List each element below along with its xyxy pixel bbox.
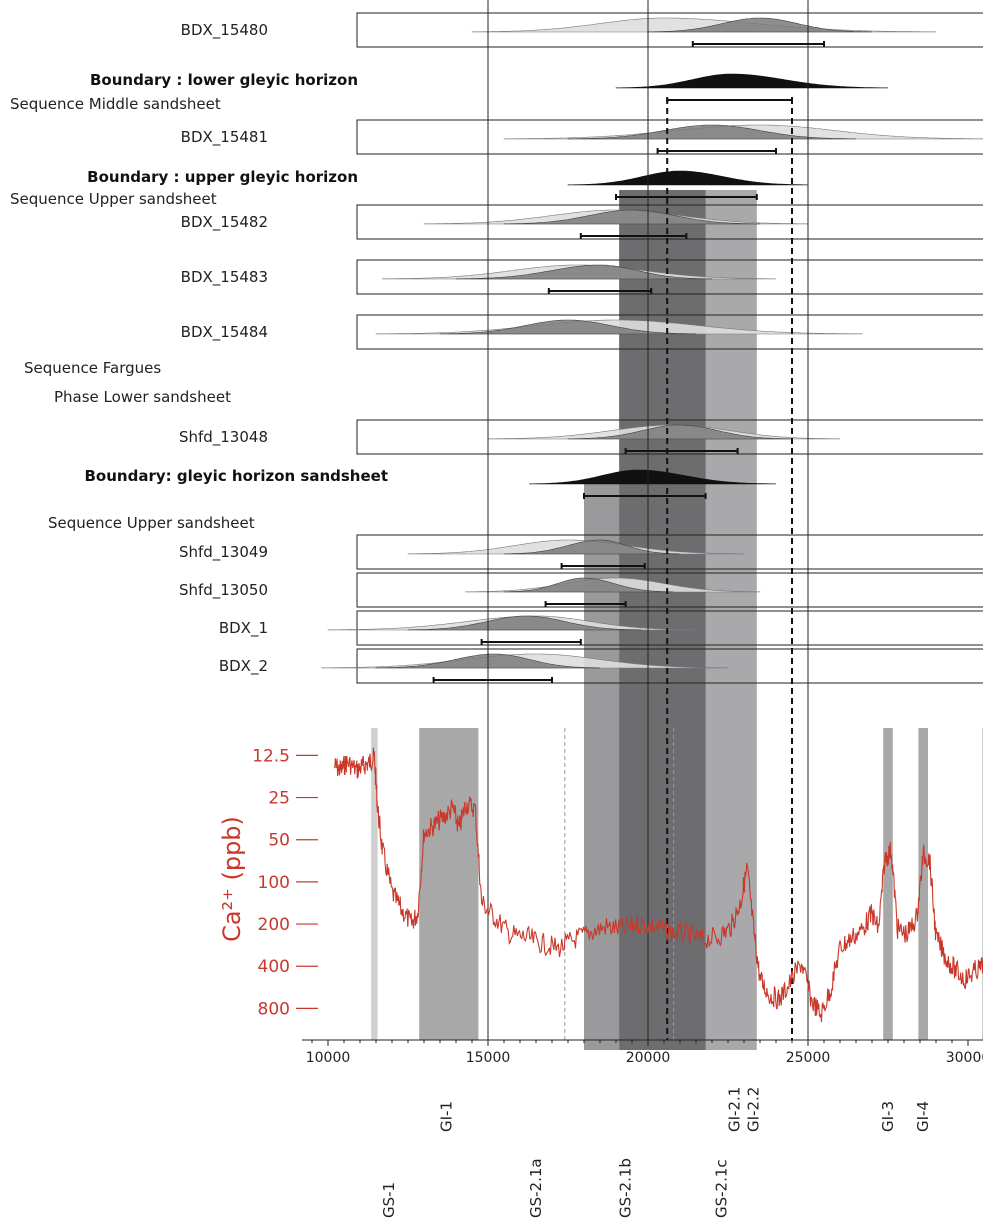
y-tick-label: 400 [258, 957, 290, 977]
date-label: BDX_15483 [181, 268, 268, 287]
row-boundary: Boundary : lower gleyic horizon [90, 71, 889, 103]
climate-event-labels: GS-1 GI-1 GS-2.1a GS-2.1b GS-2.1c GI-2.1 GI-2.… [380, 1087, 983, 1218]
row-sequence: Sequence Upper sandsheet [48, 514, 255, 532]
boundary-distribution [529, 469, 777, 485]
x-tick-label: 10000 [306, 1050, 351, 1066]
event-label: GS-2.1b [617, 1158, 635, 1218]
date-label: BDX_1 [219, 619, 268, 638]
date-label: BDX_15482 [181, 213, 268, 232]
calcium-record-plot: 12.5 25 50 100 200 400 800 Ca²⁺ (ppb) 10000 15000… [218, 728, 983, 1066]
row-date: BDX_15482 [181, 204, 983, 240]
sequence-label: Sequence Middle sandsheet [10, 95, 221, 113]
row-boundary: Boundary : upper gleyic horizon [87, 168, 809, 200]
row-date: BDX_1 [219, 610, 983, 646]
event-label: GS-1 [380, 1182, 398, 1218]
date-label: BDX_15481 [181, 128, 268, 147]
event-band [419, 728, 479, 1040]
age-model-shaded-bands [584, 190, 757, 1050]
event-band [883, 728, 893, 1040]
row-date: Shfd_13049 [179, 534, 983, 570]
boundary-label: Boundary : upper gleyic horizon [87, 168, 358, 186]
row-date: BDX_15483 [181, 259, 983, 295]
posterior-distribution [567, 124, 857, 140]
posterior-distribution [503, 539, 681, 555]
date-box [356, 314, 983, 350]
event-band [918, 728, 928, 1040]
y-tick-label: 25 [268, 789, 290, 809]
boundary-distribution [615, 73, 889, 89]
boundary-label: Boundary: gleyic horizon sandsheet [85, 467, 389, 485]
boundary-distribution [567, 170, 809, 186]
x-tick-label: 25000 [786, 1050, 831, 1066]
event-label: GI-4 [914, 1101, 932, 1132]
date-box [356, 610, 983, 646]
date-box [356, 119, 983, 155]
date-box [356, 204, 983, 240]
row-boundary: Boundary: gleyic horizon sandsheet [85, 467, 777, 499]
x-tick-label: 20000 [626, 1050, 671, 1066]
date-label: Shfd_13049 [179, 543, 268, 562]
x-tick-label: 30000 [946, 1050, 983, 1066]
y-tick-label: 12.5 [252, 746, 290, 766]
row-sequence: Sequence Fargues [24, 359, 161, 377]
posterior-distribution [407, 615, 642, 631]
sequence-label: Sequence Upper sandsheet [10, 190, 217, 208]
event-label: GI-3 [879, 1101, 897, 1132]
event-label: GI-1 [437, 1101, 455, 1132]
sequence-label: Sequence Fargues [24, 359, 161, 377]
event-label: GS-2.1c [713, 1159, 731, 1218]
age-model-rows: BDX_15480 Boundary : lower gleyic horizon… [10, 12, 983, 684]
date-label: Shfd_13048 [179, 428, 268, 447]
event-label: GI-2.2 [745, 1087, 763, 1132]
date-box [356, 12, 983, 48]
prior-distribution [471, 17, 937, 33]
row-date: Shfd_13048 [179, 419, 983, 455]
row-date: BDX_15481 [181, 119, 983, 155]
event-label: GS-2.1a [527, 1158, 545, 1218]
y-tick-label: 200 [258, 915, 290, 935]
sequence-label: Sequence Upper sandsheet [48, 514, 255, 532]
date-box [356, 534, 983, 570]
posterior-distribution [647, 17, 873, 33]
date-label: BDX_15480 [181, 21, 268, 40]
event-label: GI-2.1 [725, 1087, 743, 1132]
x-tick-label: 15000 [466, 1050, 511, 1066]
date-box [356, 648, 983, 684]
row-sequence: Phase Lower sandsheet [54, 388, 231, 406]
y-tick-label: 800 [258, 999, 290, 1019]
posterior-distribution [503, 209, 761, 225]
ice-core-shaded-bands [371, 728, 983, 1040]
row-date: BDX_15484 [181, 314, 983, 350]
date-box [356, 419, 983, 455]
date-label: BDX_15484 [181, 323, 268, 342]
date-label: BDX_2 [219, 657, 268, 676]
y-tick-label: 100 [258, 873, 290, 893]
row-sequence: Sequence Upper sandsheet [10, 190, 217, 208]
row-date: BDX_15480 [181, 12, 983, 48]
event-band [371, 728, 378, 1040]
sequence-label: Phase Lower sandsheet [54, 388, 231, 406]
calcium-line [333, 747, 983, 1023]
date-label: Shfd_13050 [179, 581, 268, 600]
reference-lines [487, 0, 809, 1040]
posterior-distribution [567, 424, 793, 440]
date-box [356, 572, 983, 608]
row-sequence: Sequence Middle sandsheet [10, 95, 221, 113]
boundary-label: Boundary : lower gleyic horizon [90, 71, 358, 89]
posterior-distribution [503, 577, 674, 593]
y-axis-label: Ca²⁺ (ppb) [218, 816, 246, 942]
y-tick-label: 50 [268, 831, 290, 851]
event-label: GI-5.1 [981, 1087, 983, 1132]
date-box [356, 259, 983, 295]
row-date: Shfd_13050 [179, 572, 983, 608]
posterior-distribution [439, 319, 697, 335]
